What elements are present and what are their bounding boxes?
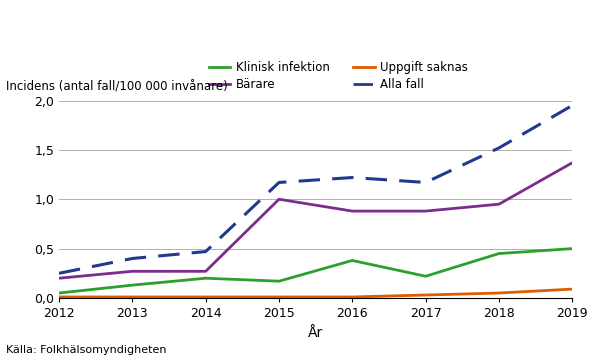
- Line: Klinisk infektion: Klinisk infektion: [59, 248, 572, 293]
- Klinisk infektion: [55, 291, 63, 295]
- Bärare: [129, 269, 136, 274]
- Klinisk infektion: [349, 258, 356, 263]
- Alla fall: [276, 180, 283, 185]
- Klinisk infektion: [496, 251, 503, 256]
- Klinisk infektion: [129, 283, 136, 287]
- Bärare: [202, 269, 209, 274]
- Klinisk infektion: [569, 246, 576, 251]
- Text: Källa: Folkhälsomyndigheten: Källa: Folkhälsomyndigheten: [6, 345, 166, 355]
- Line: Uppgift saknas: Uppgift saknas: [59, 289, 572, 297]
- Klinisk infektion: [422, 274, 429, 279]
- Uppgift saknas: [202, 295, 209, 299]
- Uppgift saknas: [496, 291, 503, 295]
- Line: Bärare: Bärare: [59, 163, 572, 278]
- Uppgift saknas: [55, 295, 63, 299]
- Uppgift saknas: [349, 295, 356, 299]
- Bärare: [569, 160, 576, 165]
- Alla fall: [569, 103, 576, 108]
- Bärare: [276, 197, 283, 201]
- Alla fall: [496, 146, 503, 150]
- Bärare: [496, 202, 503, 206]
- Klinisk infektion: [276, 279, 283, 283]
- X-axis label: År: År: [308, 326, 323, 340]
- Uppgift saknas: [569, 287, 576, 291]
- Bärare: [55, 276, 63, 280]
- Text: Incidens (antal fall/100 000 invånare): Incidens (antal fall/100 000 invånare): [6, 80, 228, 93]
- Alla fall: [202, 250, 209, 254]
- Uppgift saknas: [276, 295, 283, 299]
- Legend: Klinisk infektion, Bärare, Uppgift saknas, Alla fall: Klinisk infektion, Bärare, Uppgift sakna…: [209, 61, 468, 91]
- Line: Alla fall: Alla fall: [59, 106, 572, 273]
- Bärare: [422, 209, 429, 213]
- Alla fall: [349, 175, 356, 180]
- Alla fall: [129, 256, 136, 261]
- Uppgift saknas: [422, 293, 429, 297]
- Uppgift saknas: [129, 295, 136, 299]
- Bärare: [349, 209, 356, 213]
- Klinisk infektion: [202, 276, 209, 280]
- Alla fall: [422, 180, 429, 185]
- Alla fall: [55, 271, 63, 275]
